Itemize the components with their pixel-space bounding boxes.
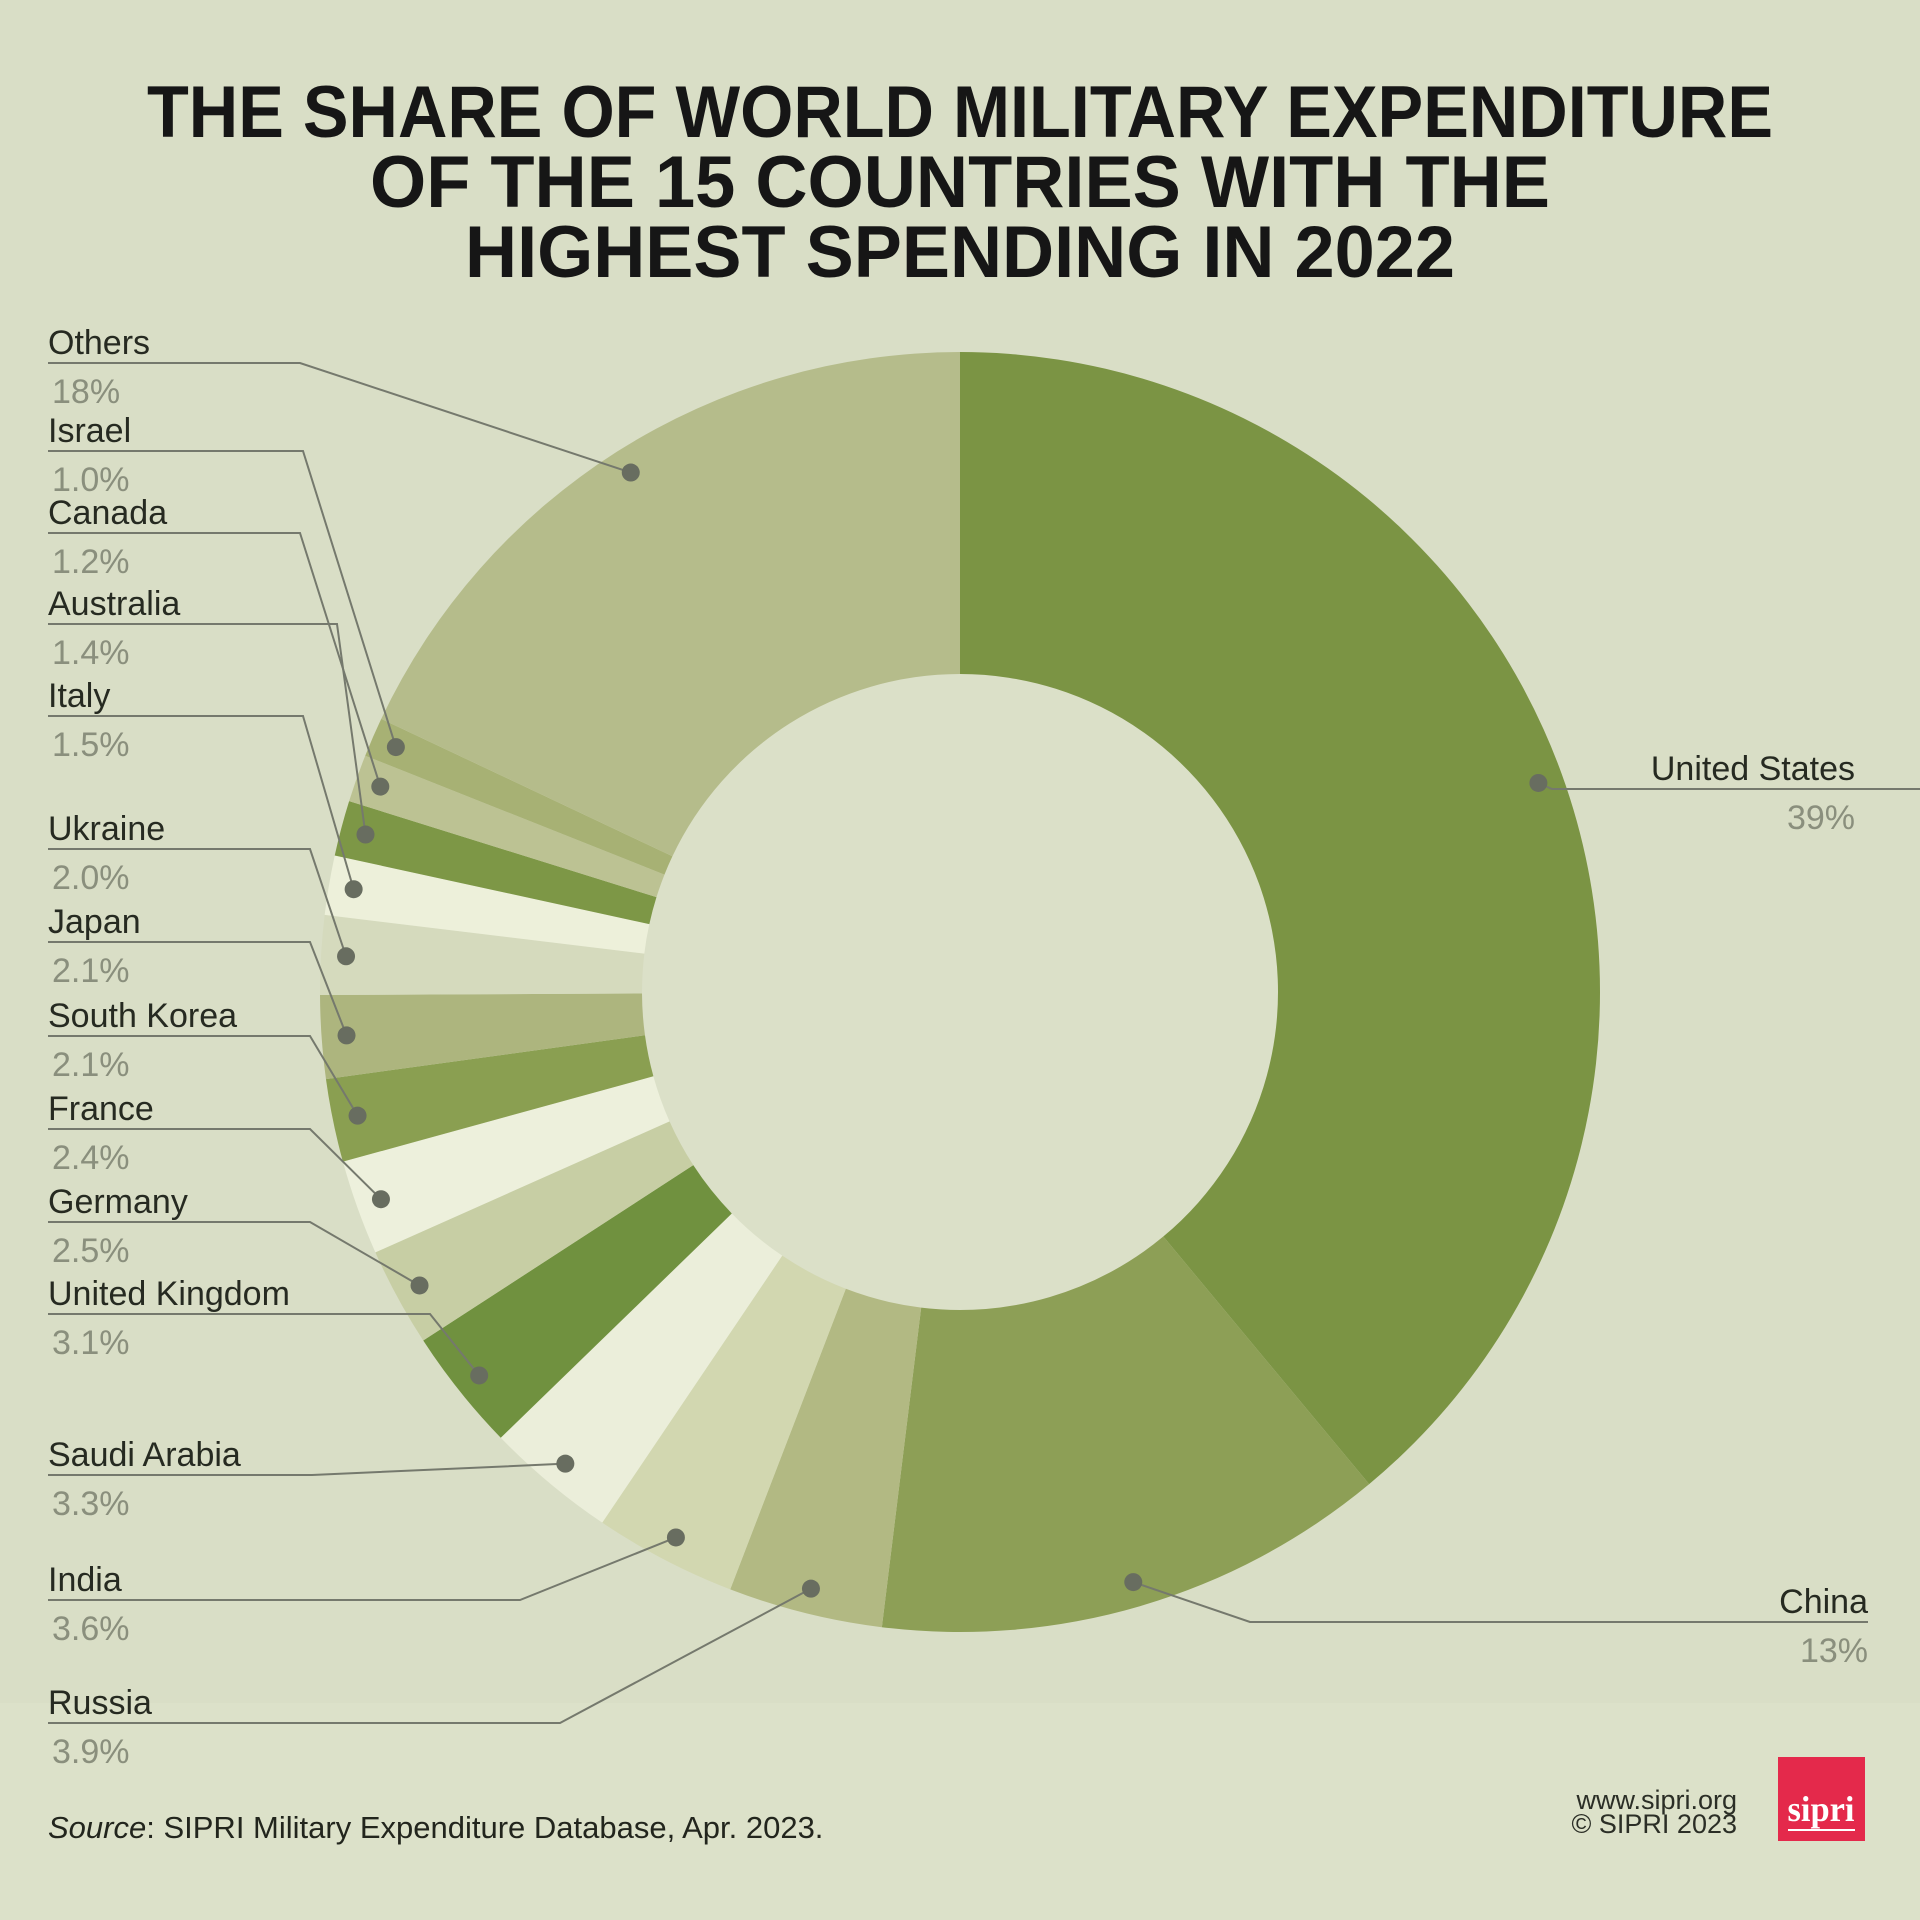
leader-canada xyxy=(48,532,382,787)
segment-israel xyxy=(365,718,673,875)
leader-australia xyxy=(48,623,367,835)
donut-hole xyxy=(642,674,1278,1310)
leader-russia xyxy=(48,1587,812,1724)
label-united-kingdom: United Kingdom xyxy=(48,1275,290,1313)
label-russia: Russia xyxy=(48,1684,152,1722)
leader-israel xyxy=(48,450,397,748)
leader-japan xyxy=(48,941,348,1036)
value-israel: 1.0% xyxy=(52,461,130,499)
leader-dot-china xyxy=(1124,1573,1143,1592)
leader-dot-israel xyxy=(386,738,405,757)
leader-india xyxy=(48,1536,677,1601)
label-france: France xyxy=(48,1090,154,1128)
segment-others xyxy=(381,351,961,857)
sipri-logo-square xyxy=(1778,1757,1865,1841)
leader-south-korea xyxy=(48,1035,359,1117)
segment-france xyxy=(342,1076,670,1253)
label-israel: Israel xyxy=(48,412,131,450)
leader-germany xyxy=(48,1221,421,1287)
label-canada: Canada xyxy=(48,494,167,532)
label-germany: Germany xyxy=(48,1183,188,1221)
leader-dot-germany xyxy=(410,1276,429,1295)
footer-band xyxy=(0,1703,1920,1920)
value-saudi-arabia: 3.3% xyxy=(52,1485,130,1523)
label-ukraine: Ukraine xyxy=(48,810,165,848)
source-note-prefix: Source xyxy=(48,1810,146,1845)
value-china: 13% xyxy=(1800,1632,1868,1670)
leader-china xyxy=(1132,1581,1868,1623)
leader-dot-india xyxy=(666,1528,685,1547)
leader-dot-others xyxy=(621,463,640,482)
value-germany: 2.5% xyxy=(52,1232,130,1270)
value-ukraine: 2.0% xyxy=(52,859,130,897)
label-others: Others xyxy=(48,324,150,362)
leader-dot-united-states xyxy=(1529,773,1548,792)
segment-saudi-arabia xyxy=(500,1213,783,1523)
segment-china xyxy=(881,1236,1370,1632)
value-japan: 2.1% xyxy=(52,952,130,990)
label-china: China xyxy=(1779,1583,1868,1621)
label-south-korea: South Korea xyxy=(48,997,237,1035)
value-australia: 1.4% xyxy=(52,634,130,672)
source-note-rest: : SIPRI Military Expenditure Database, A… xyxy=(146,1810,823,1845)
segment-canada xyxy=(349,755,665,898)
leader-dot-italy xyxy=(344,880,363,899)
leader-france xyxy=(48,1128,382,1200)
leader-lines xyxy=(48,362,1920,1724)
chart-title-line-3: HIGHEST SPENDING IN 2022 xyxy=(465,212,1455,293)
source-note: Source: SIPRI Military Expenditure Datab… xyxy=(48,1810,823,1845)
segment-united-kingdom xyxy=(423,1165,732,1438)
leader-italy xyxy=(48,715,355,890)
label-india: India xyxy=(48,1561,122,1599)
segment-germany xyxy=(375,1121,694,1341)
sipri-logo-wordmark: sipri xyxy=(1788,1789,1855,1829)
label-australia: Australia xyxy=(48,585,180,623)
leader-dot-united-kingdom xyxy=(470,1366,489,1385)
segment-japan xyxy=(320,993,645,1080)
leader-dot-australia xyxy=(356,825,375,844)
leader-dot-ukraine xyxy=(337,947,356,966)
segment-south-korea xyxy=(325,1035,654,1162)
donut-segments xyxy=(320,351,1601,1632)
label-japan: Japan xyxy=(48,903,141,941)
sipri-logo: sipri xyxy=(1778,1757,1865,1841)
value-russia: 3.9% xyxy=(52,1733,130,1771)
value-india: 3.6% xyxy=(52,1610,130,1648)
value-united-kingdom: 3.1% xyxy=(52,1324,130,1362)
leader-dot-japan xyxy=(337,1026,356,1045)
leader-dot-saudi-arabia xyxy=(556,1454,575,1473)
leader-saudi-arabia xyxy=(48,1462,566,1476)
leader-ukraine xyxy=(48,848,347,957)
chart-title-line-1: THE SHARE OF WORLD MILITARY EXPENDITURE xyxy=(147,72,1773,153)
value-others: 18% xyxy=(52,373,120,411)
value-france: 2.4% xyxy=(52,1139,130,1177)
value-canada: 1.2% xyxy=(52,543,130,581)
sipri-copyright: © SIPRI 2023 xyxy=(1572,1809,1737,1839)
segment-ukraine xyxy=(320,914,645,996)
leader-united-kingdom xyxy=(48,1313,480,1377)
segment-australia xyxy=(334,801,657,925)
value-united-states: 39% xyxy=(1787,799,1855,837)
leader-dot-russia xyxy=(801,1579,820,1598)
segment-united-states xyxy=(960,352,1601,1485)
segment-italy xyxy=(324,855,650,954)
segment-russia xyxy=(730,1288,922,1628)
leader-dot-south-korea xyxy=(348,1106,367,1125)
label-italy: Italy xyxy=(48,677,110,715)
segment-labels: United States 39% China 13% Russia 3.9% India 3… xyxy=(48,324,1868,1771)
label-saudi-arabia: Saudi Arabia xyxy=(48,1436,241,1474)
label-united-states: United States xyxy=(1651,750,1855,788)
segment-india xyxy=(602,1255,846,1590)
leader-dot-france xyxy=(371,1190,390,1209)
value-italy: 1.5% xyxy=(52,726,130,764)
sipri-website: www.sipri.org xyxy=(1575,1785,1737,1815)
leader-dot-canada xyxy=(371,777,390,796)
leader-others xyxy=(48,362,632,474)
value-south-korea: 2.1% xyxy=(52,1046,130,1084)
chart-title-line-2: OF THE 15 COUNTRIES WITH THE xyxy=(370,142,1550,223)
